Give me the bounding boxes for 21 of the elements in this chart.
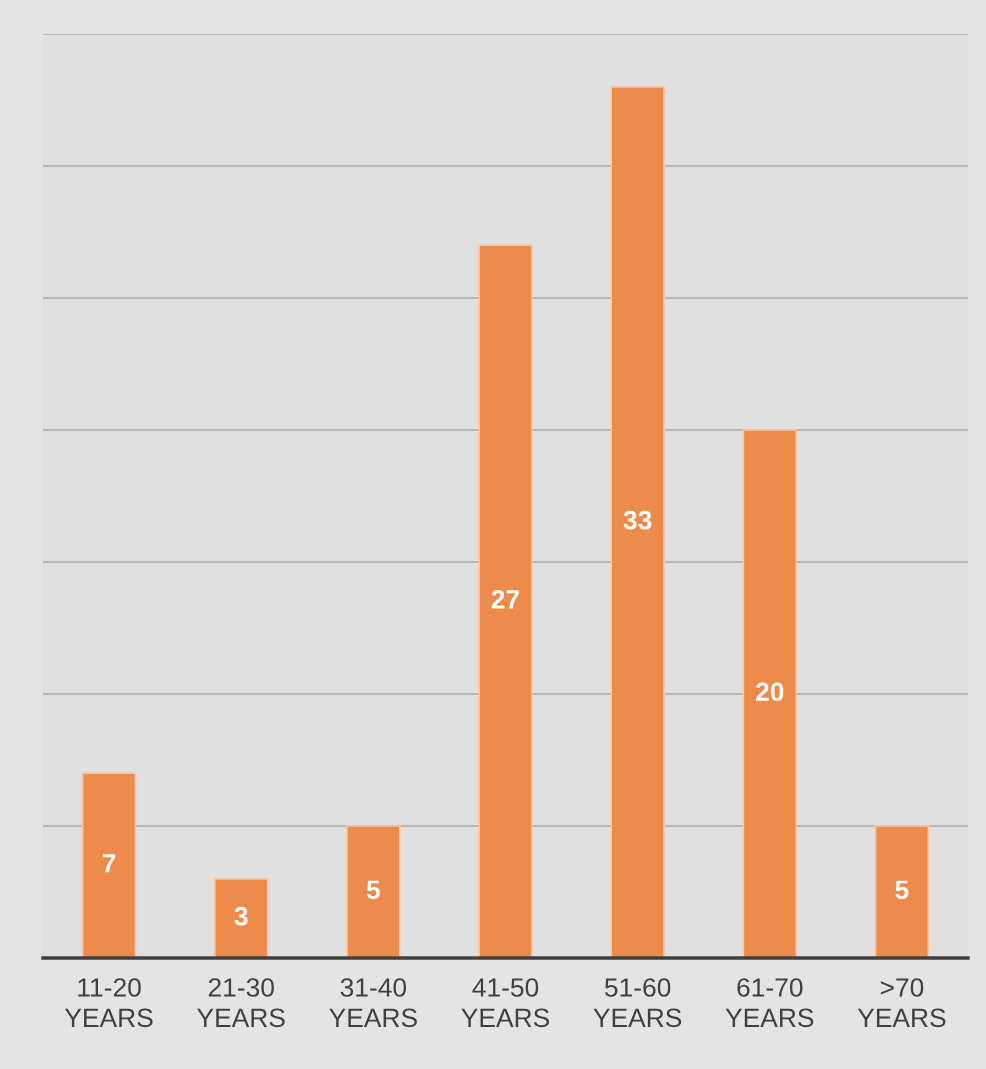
x-tick-label: >70 YEARS [857, 978, 946, 1028]
bar [81, 772, 137, 958]
bar [213, 877, 269, 958]
x-tick-label: 41-50 YEARS [461, 978, 550, 1028]
bar [346, 825, 401, 958]
data-label: 5 [366, 880, 380, 900]
x-tick-label: 21-30 YEARS [197, 978, 285, 1028]
bar [610, 85, 665, 958]
bar [742, 429, 798, 958]
data-label: 20 [756, 682, 784, 702]
data-label: 3 [234, 906, 248, 926]
data-label: 5 [895, 880, 909, 900]
data-label: 27 [491, 590, 520, 609]
data-label: 33 [623, 510, 652, 530]
bar [874, 825, 930, 958]
data-label: 7 [102, 854, 116, 873]
x-tick-label: 61-70 YEARS [725, 978, 814, 1028]
x-tick-label: 31-40 YEARS [329, 978, 417, 1028]
x-tick-label: 11-20 YEARS [64, 978, 153, 1028]
x-tick-label: 51-60 YEARS [593, 978, 682, 1028]
bar [478, 244, 533, 958]
